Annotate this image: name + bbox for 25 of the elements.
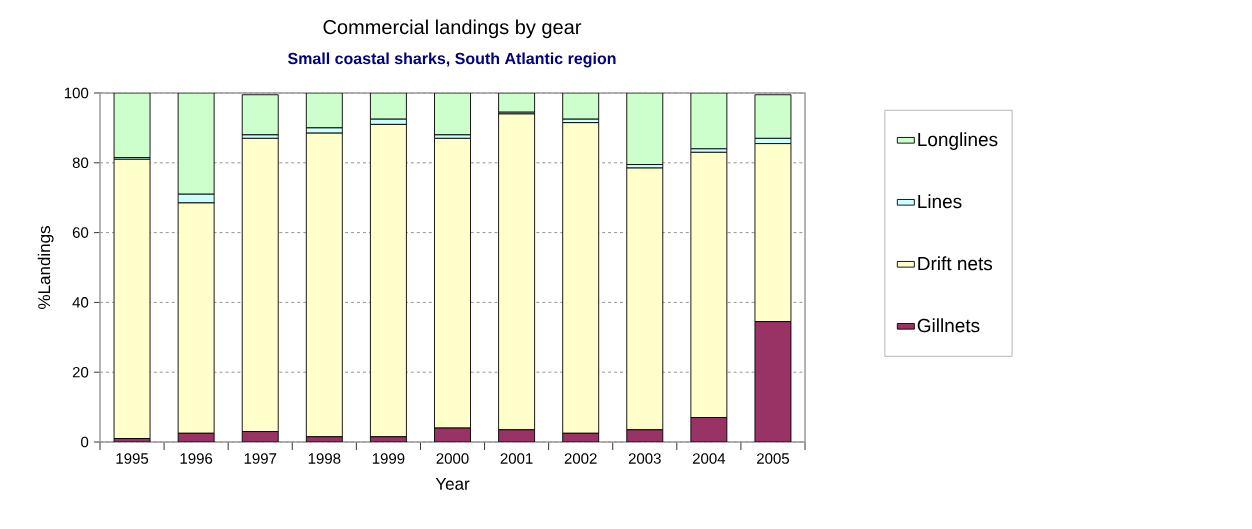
x-tick-label: 1995 — [116, 453, 149, 464]
x-tick-label: 2001 — [500, 453, 533, 464]
x-tick-label: 1997 — [244, 453, 277, 464]
legend-label: Drift nets — [918, 256, 993, 271]
y-axis-title: %Landings — [37, 226, 54, 309]
x-tick-label: 2000 — [436, 453, 469, 464]
chart-subtitle: Small coastal sharks, South Atlantic region — [287, 52, 616, 68]
y-tick-label: 0 — [81, 436, 89, 448]
x-tick-label: 2002 — [564, 453, 597, 464]
x-tick-label: 1996 — [180, 453, 213, 464]
x-tick-label: 2004 — [692, 453, 726, 464]
x-tick-label: 2003 — [628, 453, 661, 464]
legend-label: Gillnets — [917, 318, 980, 333]
y-tick-label: 40 — [72, 297, 89, 308]
chart-title: Commercial landings by gear — [323, 19, 582, 39]
legend-label: Longlines — [918, 132, 998, 150]
x-axis-title: Year — [435, 478, 470, 490]
y-tick-label: 80 — [72, 157, 89, 169]
y-tick-label: 100 — [64, 87, 89, 99]
x-tick-label: 1998 — [308, 453, 341, 464]
x-tick-label: 1999 — [372, 453, 405, 464]
y-tick-label: 20 — [72, 366, 89, 378]
x-tick-label: 2005 — [757, 453, 790, 464]
legend-label: Lines — [918, 194, 962, 209]
y-tick-label: 60 — [72, 227, 89, 238]
